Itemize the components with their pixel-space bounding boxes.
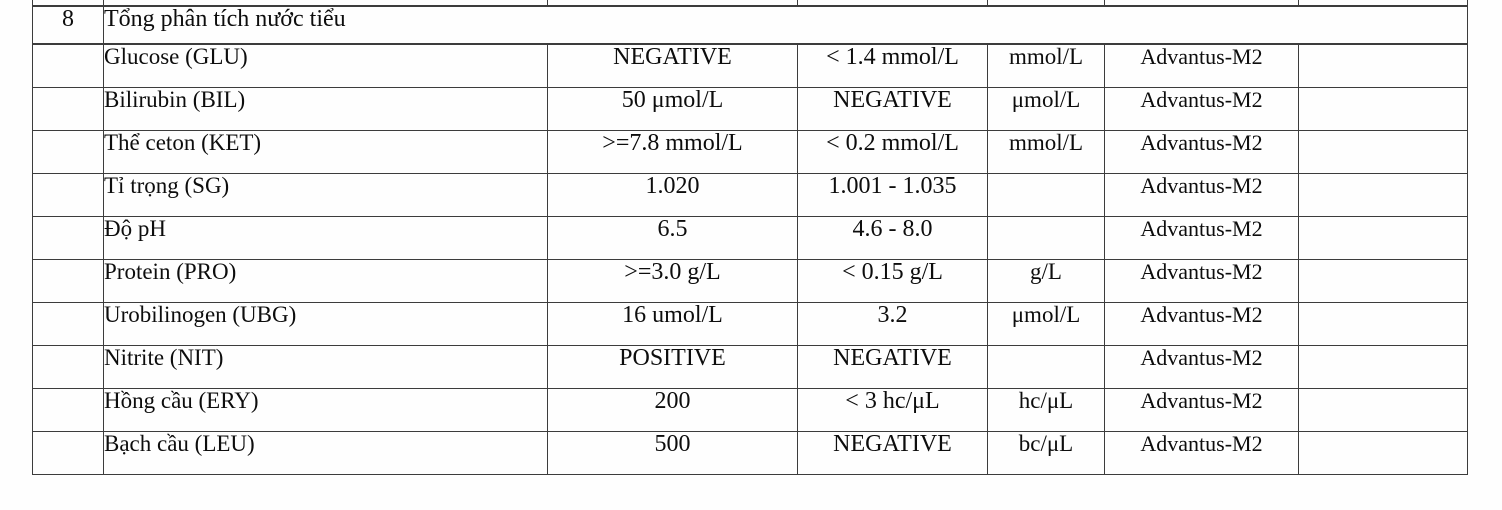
device-cell: Advantus-M2 [1104, 431, 1299, 475]
result-cell: 16 umol/L [547, 302, 798, 346]
note-cell [1298, 388, 1468, 432]
test-name-cell: Nitrite (NIT) [103, 345, 548, 389]
device-cell: Advantus-M2 [1104, 173, 1299, 217]
table-row: Thể ceton (KET) >=7.8 mmol/L < 0.2 mmol/… [32, 130, 1468, 174]
note-cell [1298, 302, 1468, 346]
section-title: Tổng phân tích nước tiểu [103, 5, 1468, 45]
result-cell: >=7.8 mmol/L [547, 130, 798, 174]
previous-row-sliver [32, 0, 1468, 7]
unit-cell: g/L [987, 259, 1105, 303]
table-row: Hồng cầu (ERY) 200 < 3 hc/μL hc/μL Advan… [32, 388, 1468, 432]
test-name-cell: Thể ceton (KET) [103, 130, 548, 174]
reference-range-cell: 3.2 [797, 302, 988, 346]
unit-cell: mmol/L [987, 43, 1105, 88]
reference-range-cell: < 0.15 g/L [797, 259, 988, 303]
test-name-cell: Urobilinogen (UBG) [103, 302, 548, 346]
note-cell [1298, 130, 1468, 174]
reference-range-cell: NEGATIVE [797, 431, 988, 475]
result-cell: 200 [547, 388, 798, 432]
test-name-cell: Protein (PRO) [103, 259, 548, 303]
note-cell [1298, 431, 1468, 475]
unit-cell: hc/μL [987, 388, 1105, 432]
row-number-cell [32, 431, 104, 475]
table-row: Bạch cầu (LEU) 500 NEGATIVE bc/μL Advant… [32, 431, 1468, 475]
test-name-cell: Hồng cầu (ERY) [103, 388, 548, 432]
unit-cell [987, 345, 1105, 389]
test-name-cell: Tỉ trọng (SG) [103, 173, 548, 217]
test-name-cell: Bạch cầu (LEU) [103, 431, 548, 475]
reference-range-cell: < 1.4 mmol/L [797, 43, 988, 88]
reference-range-cell: < 0.2 mmol/L [797, 130, 988, 174]
reference-range-cell: NEGATIVE [797, 87, 988, 131]
device-cell: Advantus-M2 [1104, 216, 1299, 260]
reference-range-cell: NEGATIVE [797, 345, 988, 389]
note-cell [1298, 87, 1468, 131]
result-cell: 500 [547, 431, 798, 475]
urinalysis-table: 8 Tổng phân tích nước tiểu Glucose (GLU)… [32, 0, 1468, 475]
test-name-cell: Độ pH [103, 216, 548, 260]
table-row: Bilirubin (BIL) 50 μmol/L NEGATIVE μmol/… [32, 87, 1468, 131]
row-number-cell [32, 130, 104, 174]
result-cell: NEGATIVE [547, 43, 798, 88]
row-number-cell [32, 388, 104, 432]
table-row: Protein (PRO) >=3.0 g/L < 0.15 g/L g/L A… [32, 259, 1468, 303]
unit-cell: mmol/L [987, 130, 1105, 174]
section-header-row: 8 Tổng phân tích nước tiểu [32, 5, 1468, 45]
row-number-cell [32, 302, 104, 346]
reference-range-cell: < 3 hc/μL [797, 388, 988, 432]
result-cell: 6.5 [547, 216, 798, 260]
table-row: Độ pH 6.5 4.6 - 8.0 Advantus-M2 [32, 216, 1468, 260]
section-number: 8 [32, 5, 104, 45]
table-row: Urobilinogen (UBG) 16 umol/L 3.2 μmol/L … [32, 302, 1468, 346]
sliver-cell [1298, 0, 1468, 7]
device-cell: Advantus-M2 [1104, 130, 1299, 174]
device-cell: Advantus-M2 [1104, 345, 1299, 389]
note-cell [1298, 216, 1468, 260]
device-cell: Advantus-M2 [1104, 43, 1299, 88]
note-cell [1298, 173, 1468, 217]
device-cell: Advantus-M2 [1104, 259, 1299, 303]
row-number-cell [32, 216, 104, 260]
test-name-cell: Bilirubin (BIL) [103, 87, 548, 131]
row-number-cell [32, 345, 104, 389]
table-row: Glucose (GLU) NEGATIVE < 1.4 mmol/L mmol… [32, 43, 1468, 88]
row-number-cell [32, 173, 104, 217]
row-number-cell [32, 87, 104, 131]
note-cell [1298, 345, 1468, 389]
test-name-cell: Glucose (GLU) [103, 43, 548, 88]
result-cell: POSITIVE [547, 345, 798, 389]
table-row: Tỉ trọng (SG) 1.020 1.001 - 1.035 Advant… [32, 173, 1468, 217]
unit-cell: μmol/L [987, 87, 1105, 131]
unit-cell [987, 216, 1105, 260]
device-cell: Advantus-M2 [1104, 87, 1299, 131]
note-cell [1298, 43, 1468, 88]
reference-range-cell: 4.6 - 8.0 [797, 216, 988, 260]
result-cell: 1.020 [547, 173, 798, 217]
row-number-cell [32, 259, 104, 303]
note-cell [1298, 259, 1468, 303]
reference-range-cell: 1.001 - 1.035 [797, 173, 988, 217]
result-cell: >=3.0 g/L [547, 259, 798, 303]
unit-cell: bc/μL [987, 431, 1105, 475]
device-cell: Advantus-M2 [1104, 302, 1299, 346]
unit-cell: μmol/L [987, 302, 1105, 346]
result-cell: 50 μmol/L [547, 87, 798, 131]
row-number-cell [32, 43, 104, 88]
table-row: Nitrite (NIT) POSITIVE NEGATIVE Advantus… [32, 345, 1468, 389]
device-cell: Advantus-M2 [1104, 388, 1299, 432]
unit-cell [987, 173, 1105, 217]
